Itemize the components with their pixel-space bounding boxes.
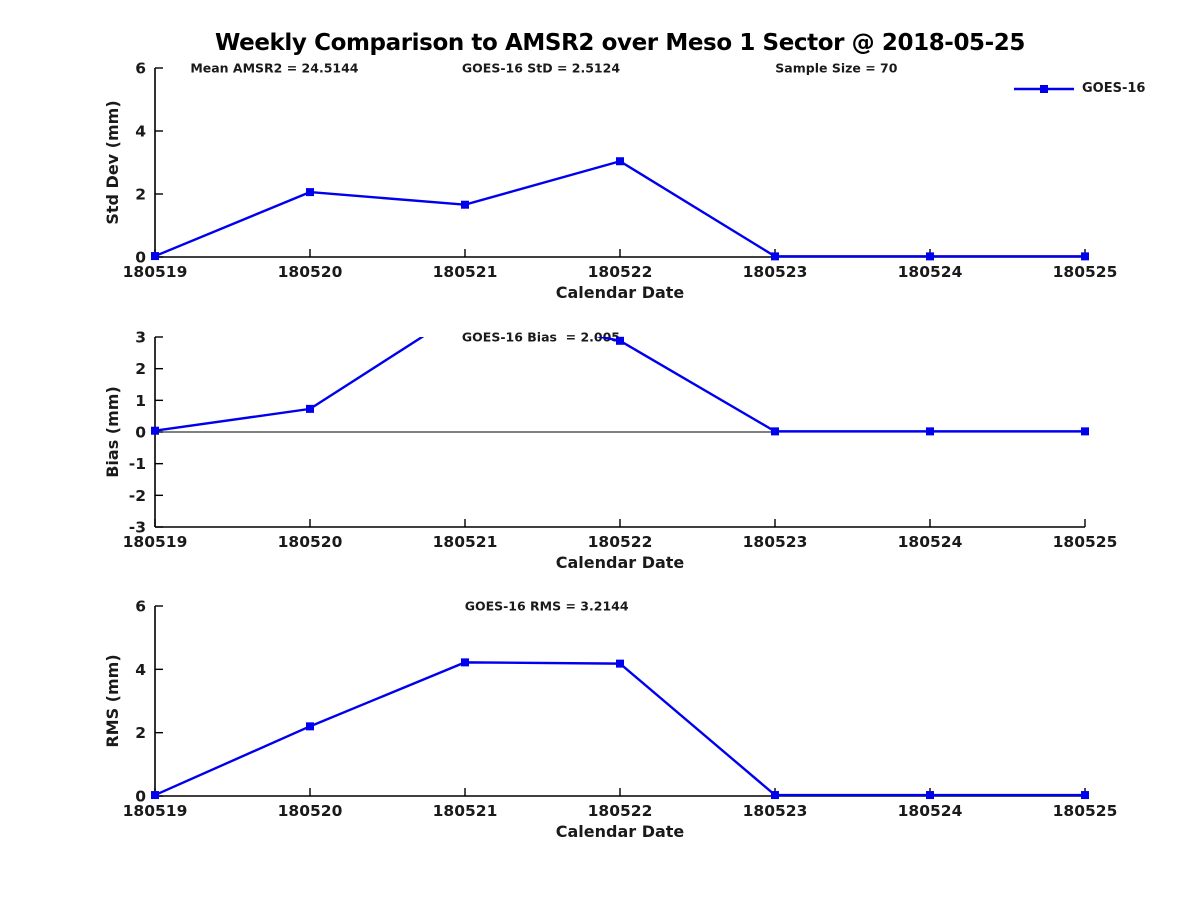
x-tick-label: 180520	[278, 263, 343, 281]
y-tick-label: 6	[135, 60, 146, 78]
x-tick-label: 180523	[743, 263, 808, 281]
annotation: GOES-16 Bias = 2.005	[462, 330, 620, 345]
legend-marker	[1040, 85, 1048, 93]
legend: GOES-16	[1013, 82, 1145, 96]
y-axis-label: RMS (mm)	[103, 654, 122, 747]
y-tick-label: 0	[135, 788, 146, 806]
subplot-rms: GOES-16 RMS = 3.2144 0 2 4 6 180519 180520 1805…	[103, 598, 1117, 842]
subplot-std-dev: Mean AMSR2 = 24.5144 GOES-16 StD = 2.5124…	[103, 60, 1117, 303]
annotation: Mean AMSR2 = 24.5144	[190, 61, 358, 76]
legend-line-marker-icon	[1014, 85, 1074, 93]
subplot-bias: GOES-16 Bias = 2.005 -3 -2 -1 0 1 2 3 180519 1805…	[103, 329, 1118, 573]
x-tick-label: 180524	[898, 533, 963, 551]
y-tick-label: -1	[129, 455, 146, 473]
annotation: GOES-16 RMS = 3.2144	[465, 599, 629, 614]
x-tick-label: 180525	[1053, 802, 1118, 820]
x-tick-label: 180521	[433, 533, 498, 551]
series-marker	[771, 427, 779, 436]
x-tick-label: 180525	[1053, 263, 1118, 281]
series-marker	[306, 188, 314, 197]
series-marker	[926, 791, 934, 800]
x-tick-label: 180524	[898, 802, 963, 820]
series-marker	[616, 157, 624, 166]
chart-title: Weekly Comparison to AMSR2 over Meso 1 S…	[214, 30, 1026, 56]
x-axis-label: Calendar Date	[556, 553, 685, 572]
y-tick-label: 0	[135, 424, 146, 442]
legend-label: GOES-16	[1082, 81, 1146, 96]
series-marker	[1081, 791, 1089, 800]
series-line	[154, 159, 1085, 258]
annotation: Sample Size = 70	[775, 61, 897, 76]
y-tick-label: 3	[135, 329, 146, 347]
series-line	[154, 661, 1085, 797]
series-marker	[616, 336, 624, 345]
series-marker	[306, 404, 314, 413]
x-axis-label: Calendar Date	[556, 822, 685, 841]
series-marker	[461, 200, 469, 209]
series-marker	[461, 658, 469, 667]
y-tick-label: -3	[129, 519, 146, 537]
x-tick-label: 180519	[123, 533, 188, 551]
y-tick-label: 2	[135, 186, 146, 204]
x-tick-label: 180519	[123, 802, 188, 820]
y-axis-label: Std Dev (mm)	[103, 100, 122, 224]
y-tick-label: -2	[129, 487, 146, 505]
x-tick-label: 180522	[588, 533, 653, 551]
series-marker	[616, 659, 624, 668]
series-marker	[771, 252, 779, 261]
series-marker	[151, 252, 159, 261]
y-tick-label: 2	[135, 360, 146, 378]
x-tick-label: 180519	[123, 263, 188, 281]
x-tick-label: 180523	[743, 533, 808, 551]
series-line	[154, 337, 1085, 433]
series-marker	[771, 791, 779, 800]
series-marker	[926, 427, 934, 436]
annotation: GOES-16 StD = 2.5124	[462, 61, 620, 76]
x-tick-label: 180521	[433, 263, 498, 281]
series-marker	[1081, 252, 1089, 261]
y-tick-label: 4	[135, 123, 146, 141]
y-tick-label: 2	[135, 724, 146, 742]
series-marker	[151, 791, 159, 800]
y-axis-label: Bias (mm)	[103, 386, 122, 478]
y-tick-label: 1	[135, 392, 146, 410]
x-tick-label: 180525	[1053, 533, 1118, 551]
x-tick-label: 180520	[278, 533, 343, 551]
x-tick-label: 180520	[278, 802, 343, 820]
x-tick-label: 180523	[743, 802, 808, 820]
y-tick-label: 6	[135, 598, 146, 616]
x-tick-label: 180521	[433, 802, 498, 820]
y-tick-label: 4	[135, 661, 146, 679]
series-marker	[926, 252, 934, 261]
series-marker	[306, 722, 314, 731]
series-marker	[1081, 427, 1089, 436]
y-tick-label: 0	[135, 249, 146, 267]
x-axis-label: Calendar Date	[556, 283, 685, 302]
series-marker	[151, 426, 159, 435]
x-tick-label: 180522	[588, 263, 653, 281]
x-tick-label: 180522	[588, 802, 653, 820]
x-tick-label: 180524	[898, 263, 963, 281]
